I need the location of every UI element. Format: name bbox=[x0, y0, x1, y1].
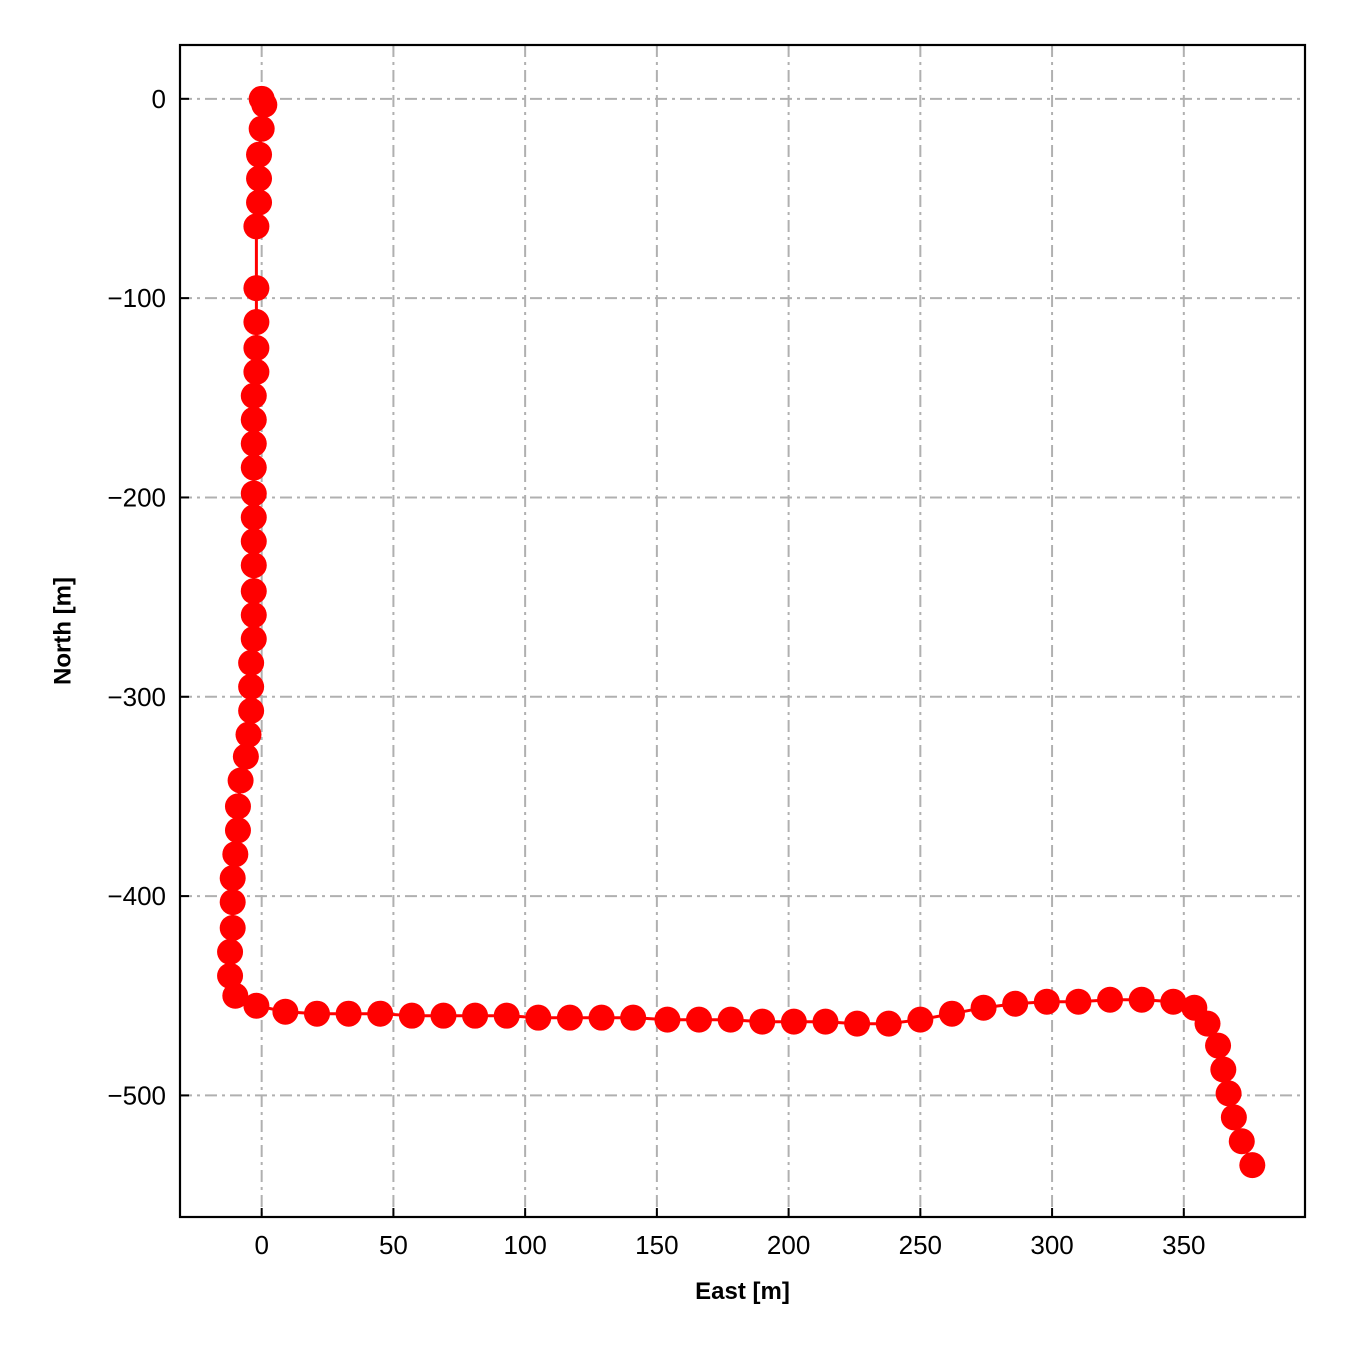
trajectory-point bbox=[240, 578, 267, 605]
x-tick-label: 0 bbox=[254, 1230, 268, 1260]
trajectory-point bbox=[304, 1000, 331, 1027]
trajectory-point bbox=[430, 1002, 457, 1029]
trajectory-point bbox=[240, 528, 267, 555]
trajectory-point bbox=[717, 1006, 744, 1033]
trajectory-point bbox=[272, 998, 299, 1025]
plot-frame bbox=[178, 43, 1307, 1219]
trajectory-point bbox=[246, 141, 273, 168]
trajectory-point bbox=[875, 1010, 902, 1037]
trajectory-point bbox=[1002, 990, 1029, 1017]
trajectory-point bbox=[240, 625, 267, 652]
trajectory-point bbox=[1065, 988, 1092, 1015]
trajectory-point bbox=[1215, 1080, 1242, 1107]
grid bbox=[180, 45, 1305, 1217]
trajectory-point bbox=[224, 793, 251, 820]
trajectory-point bbox=[462, 1002, 489, 1029]
trajectory-point bbox=[1239, 1152, 1266, 1179]
trajectory-point bbox=[238, 649, 265, 676]
y-tick-label: −300 bbox=[107, 682, 166, 712]
trajectory-point bbox=[240, 602, 267, 629]
trajectory-point bbox=[243, 358, 270, 385]
trajectory-point bbox=[654, 1006, 681, 1033]
trajectory-point bbox=[1160, 988, 1187, 1015]
trajectory-point bbox=[780, 1008, 807, 1035]
trajectory-point bbox=[240, 552, 267, 579]
trajectory-point bbox=[240, 480, 267, 507]
y-axis-label: North [m] bbox=[49, 577, 76, 685]
trajectory-point bbox=[222, 982, 249, 1009]
trajectory-point bbox=[243, 275, 270, 302]
trajectory-point bbox=[219, 914, 246, 941]
series bbox=[217, 85, 1266, 1179]
trajectory-point bbox=[938, 1000, 965, 1027]
trajectory-point bbox=[240, 430, 267, 457]
trajectory-point bbox=[525, 1004, 552, 1031]
trajectory-point bbox=[844, 1010, 871, 1037]
trajectory-point bbox=[812, 1008, 839, 1035]
trajectory-point bbox=[367, 1000, 394, 1027]
trajectory-point bbox=[970, 994, 997, 1021]
trajectory-point bbox=[1210, 1056, 1237, 1083]
trajectory-point bbox=[227, 767, 254, 794]
trajectory-point bbox=[749, 1008, 776, 1035]
trajectory-point bbox=[686, 1006, 713, 1033]
trajectory-point bbox=[398, 1002, 425, 1029]
trajectory-point bbox=[493, 1002, 520, 1029]
trajectory-point bbox=[246, 165, 273, 192]
y-tick-label: −200 bbox=[107, 482, 166, 512]
y-tick-label: −100 bbox=[107, 283, 166, 313]
trajectory-point bbox=[224, 817, 251, 844]
x-tick-label: 150 bbox=[635, 1230, 678, 1260]
trajectory-point bbox=[1194, 1010, 1221, 1037]
trajectory-point bbox=[243, 334, 270, 361]
trajectory-point bbox=[1097, 986, 1124, 1013]
trajectory-point bbox=[335, 1000, 362, 1027]
trajectory-point bbox=[238, 697, 265, 724]
trajectory-point bbox=[246, 189, 273, 216]
y-tick-label: 0 bbox=[152, 84, 166, 114]
trajectory-point bbox=[588, 1004, 615, 1031]
y-tick-label: −500 bbox=[107, 1080, 166, 1110]
x-tick-label: 100 bbox=[503, 1230, 546, 1260]
trajectory-point bbox=[243, 213, 270, 240]
trajectory-point bbox=[219, 889, 246, 916]
x-tick-label: 300 bbox=[1030, 1230, 1073, 1260]
x-axis-label: East [m] bbox=[695, 1278, 790, 1305]
ticks: 0 50 100 150 200 250 300 350 0 −100 −200 −300 −400 −5… bbox=[107, 84, 1205, 1260]
trajectory-point bbox=[222, 841, 249, 868]
trajectory-point bbox=[1228, 1128, 1255, 1155]
trajectory-point bbox=[1220, 1104, 1247, 1131]
y-tick-label: −400 bbox=[107, 881, 166, 911]
trajectory-point bbox=[238, 673, 265, 700]
trajectory-point bbox=[240, 504, 267, 531]
trajectory-point bbox=[1205, 1032, 1232, 1059]
trajectory-point bbox=[240, 406, 267, 433]
trajectory-point bbox=[240, 454, 267, 481]
trajectory-point bbox=[1033, 988, 1060, 1015]
x-tick-label: 200 bbox=[767, 1230, 810, 1260]
trajectory-point bbox=[217, 938, 244, 965]
trajectory-point bbox=[235, 721, 262, 748]
trajectory-point bbox=[251, 91, 278, 118]
trajectory-point bbox=[217, 962, 244, 989]
trajectory-point bbox=[620, 1004, 647, 1031]
trajectory-point bbox=[556, 1004, 583, 1031]
trajectory-point bbox=[243, 992, 270, 1019]
trajectory-point bbox=[248, 115, 275, 142]
trajectory-point bbox=[219, 865, 246, 892]
trajectory-point bbox=[232, 743, 259, 770]
x-tick-label: 50 bbox=[379, 1230, 408, 1260]
trajectory-point bbox=[240, 382, 267, 409]
trajectory-point bbox=[907, 1006, 934, 1033]
trajectory-point bbox=[243, 309, 270, 336]
x-tick-label: 250 bbox=[899, 1230, 942, 1260]
trajectory-point bbox=[1128, 986, 1155, 1013]
x-tick-label: 350 bbox=[1162, 1230, 1205, 1260]
